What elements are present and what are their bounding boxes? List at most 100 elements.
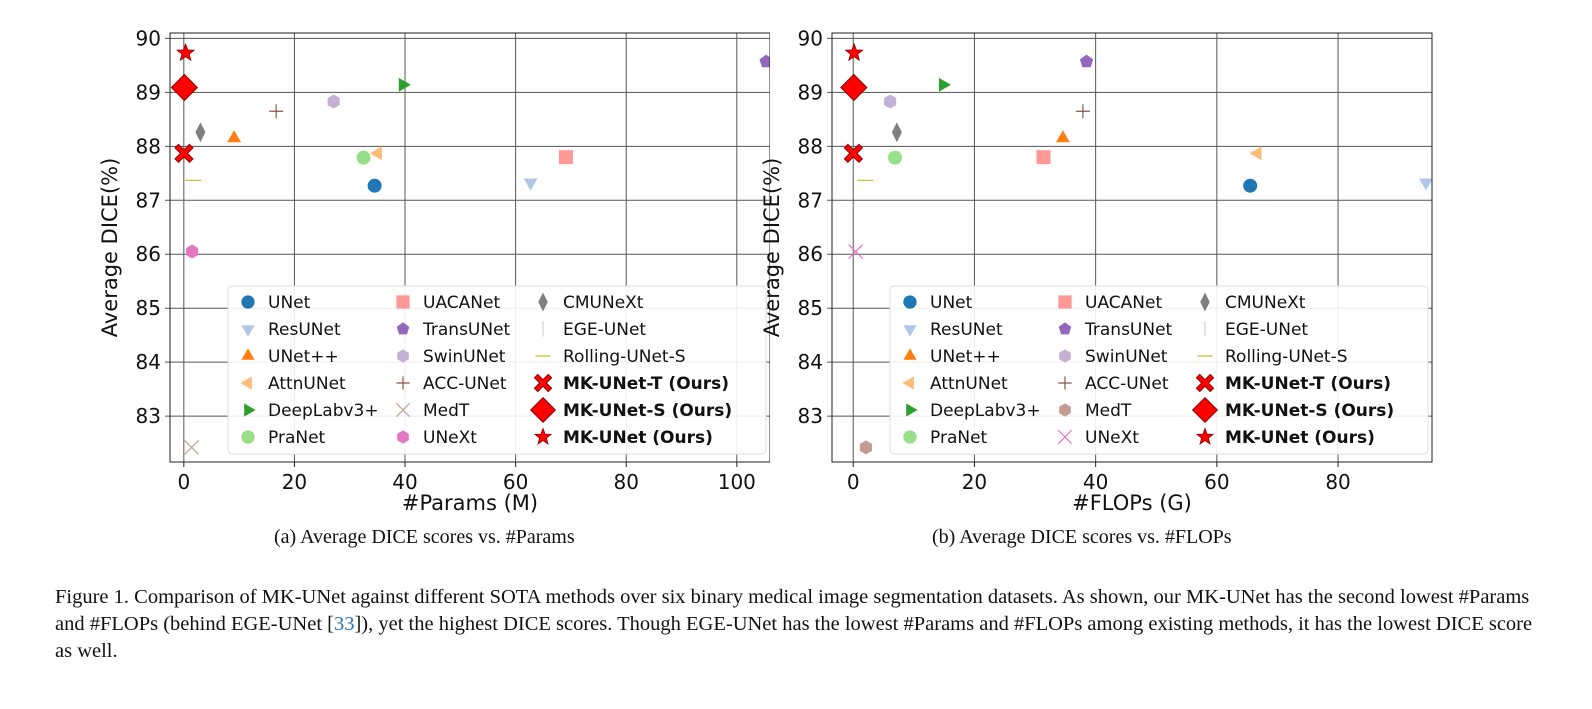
legend-pranet-marker	[903, 430, 917, 444]
legend-mk-unet-s-ours-marker	[529, 396, 557, 424]
y-tick-label: 83	[798, 404, 823, 428]
axes-frame	[831, 32, 1433, 463]
legend-deeplabv3-marker	[244, 403, 256, 417]
legend-resunet-marker	[241, 325, 255, 337]
subcaption-b: (b) Average DICE scores vs. #FLOPs	[932, 526, 1232, 548]
legend-label: MK-UNet-T (Ours)	[563, 374, 729, 394]
legend-label: AttnUNet	[930, 374, 1008, 394]
y-tick-label: 89	[136, 80, 161, 104]
y-tick-label: 87	[798, 188, 823, 212]
legend-label: ACC-UNet	[423, 374, 507, 394]
y-tick-label: 88	[798, 134, 823, 158]
medt-marker	[184, 440, 199, 455]
x-tick-label: 20	[282, 470, 307, 494]
params-scatter-chart: 0 20 40 60 80 100 83 84 85 86 87 88 89 90 #Params (M) A…	[98, 26, 770, 515]
acc-unet-marker	[269, 104, 284, 119]
legend-label: TransUNet	[1084, 320, 1173, 340]
resunet-marker	[523, 178, 538, 191]
legend: UNet ResUNet UNet++ AttnUNet DeepLabv3+ PraNe…	[889, 285, 1429, 455]
legend-label: CMUNeXt	[1225, 293, 1306, 313]
medt-marker	[859, 440, 872, 455]
legend-unext-marker	[1057, 429, 1073, 445]
resunet-marker	[1419, 178, 1432, 191]
flops-scatter-chart: 0 20 40 60 80 83 84 85 86 87 88 89 90 #FLOPs (G) Avera…	[760, 26, 1433, 515]
x-axis-label: #FLOPs (G)	[1072, 491, 1192, 515]
figure-caption: Figure 1. Comparison of MK-UNet against …	[55, 584, 1545, 665]
legend-uacanet-marker	[1058, 295, 1072, 309]
legend-label: UNeXt	[1085, 428, 1139, 448]
legend-label: DeepLabv3+	[268, 401, 379, 421]
legend-label: ACC-UNet	[1085, 374, 1169, 394]
legend-resunet-marker	[903, 325, 917, 337]
y-tick-label: 89	[798, 80, 823, 104]
legend-pranet-marker	[241, 430, 255, 444]
legend-label: MedT	[1085, 401, 1132, 421]
caption-text-1: Figure 1. Comparison of MK-UNet against …	[55, 586, 1530, 635]
legend-label: ResUNet	[930, 320, 1003, 340]
legend-acc-unet-marker	[396, 376, 410, 390]
x-tick-label: 20	[962, 470, 987, 494]
legend-label: SwinUNet	[423, 347, 506, 367]
mk-unet-t-ours-marker	[174, 143, 194, 164]
y-tick-label: 84	[798, 350, 823, 374]
legend-label: Rolling-UNet-S	[563, 347, 686, 367]
legend-label: UNet	[268, 293, 311, 313]
legend-transunet-marker	[1058, 322, 1072, 335]
y-tick-label: 83	[136, 404, 161, 428]
legend-label: DeepLabv3+	[930, 401, 1041, 421]
swinunet-marker	[884, 94, 897, 109]
legend-label: MK-UNet (Ours)	[563, 428, 713, 448]
unet-marker	[1056, 130, 1070, 143]
legend-cmunext-marker	[1200, 292, 1210, 312]
caption-text-2: ]), yet the highest DICE scores. Though …	[55, 613, 1533, 662]
legend-label: PraNet	[930, 428, 988, 448]
pranet-marker	[888, 150, 903, 165]
legend-mk-unet-s-ours-marker	[1191, 396, 1219, 424]
legend-label: Rolling-UNet-S	[1225, 347, 1348, 367]
legend-label: CMUNeXt	[563, 293, 644, 313]
x-tick-label: 80	[1325, 470, 1350, 494]
x-tick-label: 80	[613, 470, 638, 494]
mk-unet-t-ours-marker	[843, 143, 864, 164]
x-tick-label: 40	[392, 470, 417, 494]
y-tick-label: 85	[136, 296, 161, 320]
mk-unet-s-ours-marker	[170, 73, 199, 102]
cmunext-marker	[195, 122, 206, 143]
legend-label: UNet++	[268, 347, 339, 367]
uacanet-marker	[1036, 150, 1051, 165]
legend-unet-marker	[903, 295, 917, 309]
y-tick-label: 88	[136, 134, 161, 158]
legend-label: TransUNet	[422, 320, 511, 340]
y-axis-label: Average DICE(%)	[98, 158, 122, 338]
unet-marker	[1243, 178, 1258, 193]
axes-frame	[169, 32, 770, 463]
legend-medt-marker	[1059, 403, 1071, 417]
legend-mk-unet-ours-marker	[533, 427, 553, 445]
legend-unext-marker	[397, 430, 409, 444]
mk-unet-ours-marker	[175, 42, 196, 62]
y-tick-label: 86	[798, 242, 823, 266]
y-tick-label: 90	[798, 26, 823, 50]
deeplabv3-marker	[938, 77, 951, 92]
legend-acc-unet-marker	[1058, 376, 1072, 390]
swinunet-marker	[327, 94, 340, 109]
legend-uacanet-marker	[396, 295, 410, 309]
x-tick-label: 60	[1204, 470, 1229, 494]
legend-mk-unet-t-ours-marker	[533, 373, 553, 393]
legend-label: EGE-UNet	[563, 320, 646, 340]
legend-label: MedT	[423, 401, 470, 421]
legend: UNet ResUNet UNet++ AttnUNet DeepLabv3+ PraNe…	[227, 285, 767, 455]
legend-label: MK-UNet-T (Ours)	[1225, 374, 1391, 394]
legend-label: PraNet	[268, 428, 326, 448]
legend-attnunet-marker	[240, 376, 252, 390]
legend-box	[889, 285, 1429, 455]
legend-cmunext-marker	[538, 292, 548, 312]
legend-deeplabv3-marker	[906, 403, 918, 417]
citation-link[interactable]: 33	[333, 613, 355, 635]
legend-medt-marker	[395, 402, 411, 418]
x-tick-label: 100	[718, 470, 756, 494]
legend-label: MK-UNet-S (Ours)	[563, 401, 732, 421]
legend-label: SwinUNet	[1085, 347, 1168, 367]
x-tick-label: 40	[1083, 470, 1108, 494]
legend-label: UNeXt	[423, 428, 477, 448]
